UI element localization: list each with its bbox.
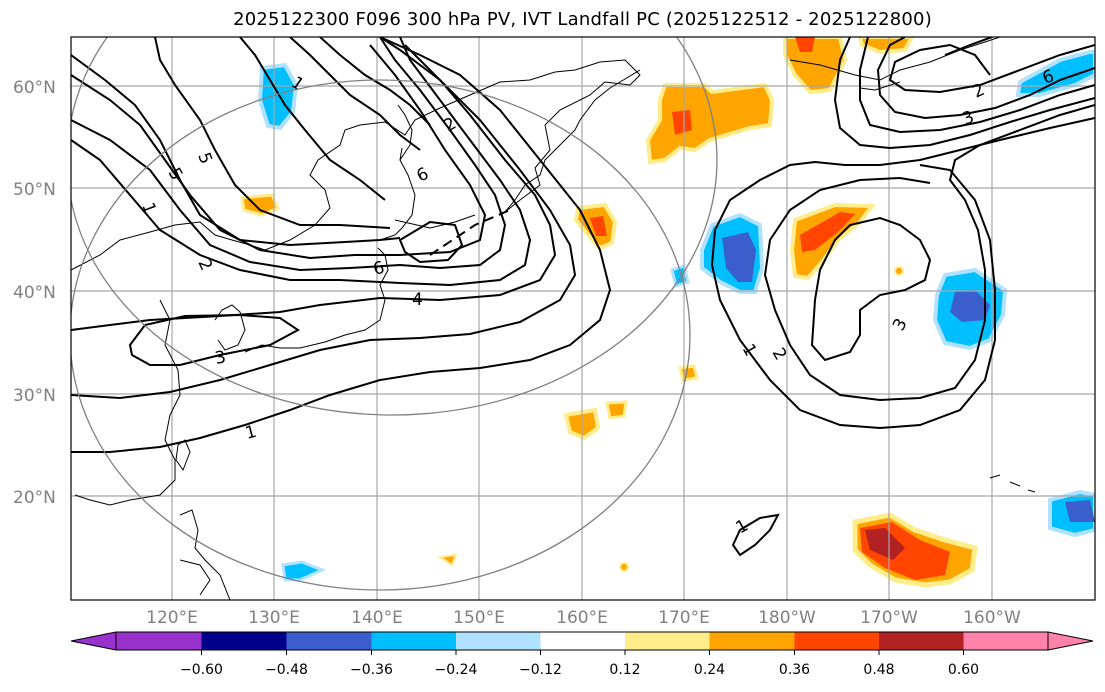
colorbar-bin — [286, 632, 372, 650]
colorbar: −0.60 −0.48 −0.36 −0.24 −0.12 0.12 0.24 … — [70, 631, 1094, 678]
colorbar-tick-label: 0.12 — [609, 662, 640, 678]
colorbar-bin — [201, 632, 287, 650]
colorbar-bin — [709, 632, 795, 650]
contour-label: 1 — [243, 422, 259, 444]
plot-frame — [70, 36, 1096, 601]
range-circle-outline — [71, 79, 691, 591]
colorbar-bin — [963, 632, 1048, 650]
colorbar-tick-label: 0.24 — [694, 662, 725, 678]
colorbar-tick-label: −0.24 — [435, 662, 478, 678]
colorbar-bin — [794, 632, 879, 650]
colorbar-tick-label: −0.36 — [350, 662, 393, 678]
coastlines — [71, 37, 1036, 600]
colorbar-bin — [371, 632, 456, 650]
colorbar-tick-label: −0.48 — [265, 662, 308, 678]
colorbar-bin — [116, 632, 202, 650]
colorbar-tick-label: −0.12 — [519, 662, 562, 678]
lat-label: 20°N — [13, 488, 56, 508]
dashed-contour — [429, 209, 511, 256]
colorbar-tick-label: 0.48 — [863, 662, 894, 678]
contour-label: 6 — [371, 258, 387, 280]
colorbar-extend-low — [70, 631, 117, 651]
lon-label: 170°E — [658, 608, 710, 628]
lon-label: 160°E — [556, 608, 608, 628]
colorbar-tick-label: 0.60 — [948, 662, 979, 678]
pv-contours — [71, 37, 1095, 557]
longitude-labels: 120°E 130°E 140°E 150°E 160°E 170°E 180°… — [146, 608, 1021, 628]
range-circle — [71, 37, 718, 416]
lon-label: 130°E — [248, 608, 300, 628]
gridlines — [71, 37, 1095, 600]
contour-label: 4 — [412, 290, 423, 310]
lon-label: 160°W — [963, 608, 1021, 628]
colorbar-bin — [625, 632, 710, 650]
lon-label: 150°E — [453, 608, 505, 628]
colorbar-tick-label: 0.36 — [779, 662, 810, 678]
ivt-shading — [240, 37, 1095, 588]
latitude-labels: 60°N 50°N 40°N 30°N 20°N — [13, 78, 56, 508]
lat-label: 30°N — [13, 386, 56, 406]
lat-label: 50°N — [13, 180, 56, 200]
lon-label: 120°E — [146, 608, 198, 628]
lat-label: 40°N — [13, 283, 56, 303]
lon-label: 140°E — [351, 608, 403, 628]
lon-label: 180°W — [758, 608, 816, 628]
colorbar-bin — [456, 632, 541, 650]
colorbar-bin — [540, 632, 625, 650]
colorbar-tick-label: −0.60 — [180, 662, 223, 678]
lat-label: 60°N — [13, 78, 56, 98]
colorbar-bin — [879, 632, 964, 650]
lon-label: 170°W — [860, 608, 918, 628]
colorbar-extend-high — [1047, 631, 1094, 651]
map-title: 2025122300 F096 300 hPa PV, IVT Landfall… — [233, 9, 932, 30]
contour-label: 3 — [213, 347, 227, 369]
